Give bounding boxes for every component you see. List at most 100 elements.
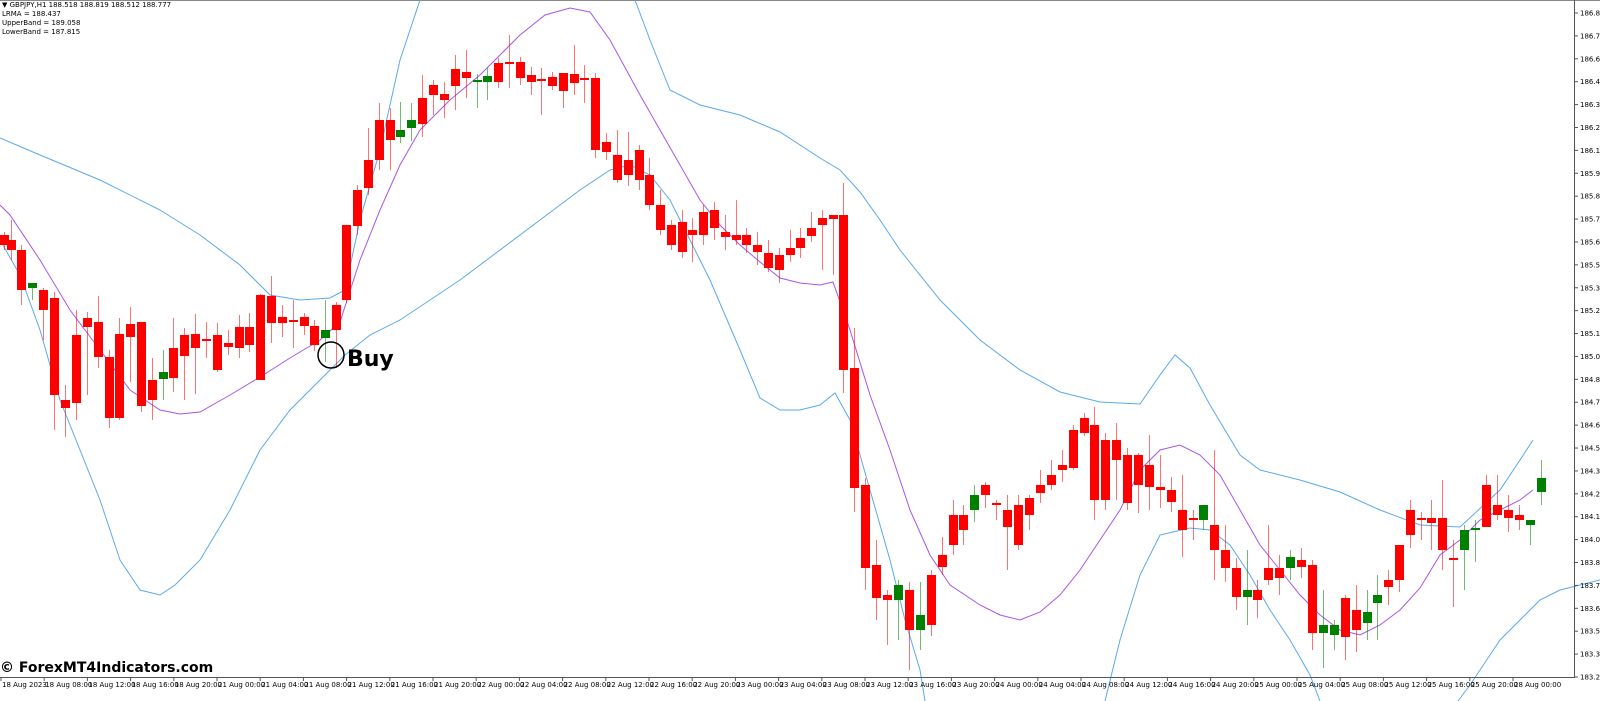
candle (61, 385, 70, 437)
candle (1275, 555, 1284, 595)
candle (83, 312, 92, 395)
candle (1330, 620, 1339, 650)
time-tick-label: 21 Aug 12:00 (348, 681, 395, 689)
candle (732, 200, 741, 245)
price-tick-label: 184.265 (1580, 490, 1600, 498)
candle (342, 225, 351, 303)
candle (580, 65, 589, 103)
time-tick-label: 24 Aug 20:00 (1212, 681, 1259, 689)
time-tick-label: 18 Aug 12:00 (88, 681, 135, 689)
candle (1069, 425, 1078, 470)
price-tick-label: 185.755 (1580, 216, 1600, 224)
candle (1373, 575, 1382, 640)
candle (202, 322, 211, 358)
candle (959, 505, 968, 545)
candle (970, 485, 979, 522)
candle (364, 128, 373, 195)
candle (278, 305, 287, 337)
candle (635, 145, 644, 190)
candle (818, 210, 827, 270)
time-tick-label: 22 Aug 04:00 (520, 681, 567, 689)
upper-band-line (0, 0, 421, 301)
candle (764, 240, 773, 272)
candle (235, 315, 244, 358)
time-tick-label: 23 Aug 04:00 (780, 681, 827, 689)
candle (418, 75, 427, 137)
price-tick-label: 186.245 (1580, 124, 1600, 132)
price-tick-label: 183.640 (1580, 605, 1600, 613)
candle (1025, 495, 1034, 530)
time-tick-label: 22 Aug 20:00 (693, 681, 740, 689)
price-tick-label: 184.640 (1580, 422, 1600, 430)
price-tick-label: 183.515 (1580, 628, 1600, 636)
candle (148, 358, 157, 420)
price-tick-label: 186.495 (1580, 78, 1600, 86)
candle (1482, 475, 1491, 527)
candle (742, 228, 751, 253)
candle (300, 313, 309, 335)
candle (1417, 512, 1426, 540)
lower-band-line (1457, 579, 1600, 701)
time-tick-label: 25 Aug 12:00 (1384, 681, 1431, 689)
candle (872, 540, 881, 620)
time-tick-label: 24 Aug 00:00 (996, 681, 1043, 689)
candle (1167, 477, 1176, 512)
time-tick-label: 25 Aug 00:00 (1255, 681, 1302, 689)
candle (688, 218, 697, 262)
candle (494, 58, 503, 88)
candle (28, 283, 37, 300)
candle (699, 205, 708, 245)
price-tick-label: 186.120 (1580, 147, 1600, 155)
candle (905, 582, 914, 670)
candle (829, 215, 838, 275)
candle (839, 183, 848, 393)
time-tick-label: 21 Aug 04:00 (261, 681, 308, 689)
candle (1145, 435, 1154, 510)
candle (1014, 495, 1023, 550)
candle (1058, 450, 1067, 482)
time-tick-label: 21 Aug 16:00 (391, 681, 438, 689)
candle (375, 103, 384, 170)
candle (1341, 595, 1350, 660)
candle (1504, 495, 1513, 532)
candle (678, 210, 687, 258)
collapse-triangle-icon[interactable]: ▼ (2, 1, 10, 9)
candle (429, 80, 438, 115)
candle (224, 330, 233, 355)
lower-band-value: LowerBand = 187.815 (2, 28, 81, 36)
candle (602, 133, 611, 160)
candle (483, 68, 492, 100)
candle (1189, 510, 1198, 540)
candle (39, 288, 48, 340)
candle (938, 537, 947, 575)
time-tick-label: 24 Aug 04:00 (1039, 681, 1086, 689)
candle (624, 132, 633, 186)
time-tick-label: 21 Aug 20:00 (434, 681, 481, 689)
price-tick-label: 184.760 (1580, 399, 1600, 407)
time-tick-label: 22 Aug 08:00 (564, 681, 611, 689)
candle (992, 500, 1001, 520)
candle (1319, 590, 1328, 668)
candle (386, 108, 395, 170)
time-tick-label: 18 Aug 2023 (2, 681, 47, 689)
price-tick-label: 186.745 (1580, 32, 1600, 40)
candle (527, 67, 536, 95)
candle (1493, 475, 1502, 520)
price-tick-label: 185.875 (1580, 193, 1600, 201)
price-tick-label: 184.015 (1580, 536, 1600, 544)
candle (1221, 525, 1230, 582)
candle (1438, 480, 1447, 570)
candle (1449, 540, 1458, 607)
candle (667, 220, 676, 250)
candle (786, 230, 795, 262)
candle (1384, 570, 1393, 605)
price-tick-label: 184.880 (1580, 376, 1600, 384)
buy-signal-circle (317, 341, 345, 369)
time-tick-label: 23 Aug 20:00 (952, 681, 999, 689)
time-tick-label: 22 Aug 00:00 (477, 681, 524, 689)
candle (1460, 525, 1469, 590)
candle (775, 248, 784, 283)
candle (850, 328, 859, 512)
candle (321, 300, 330, 362)
